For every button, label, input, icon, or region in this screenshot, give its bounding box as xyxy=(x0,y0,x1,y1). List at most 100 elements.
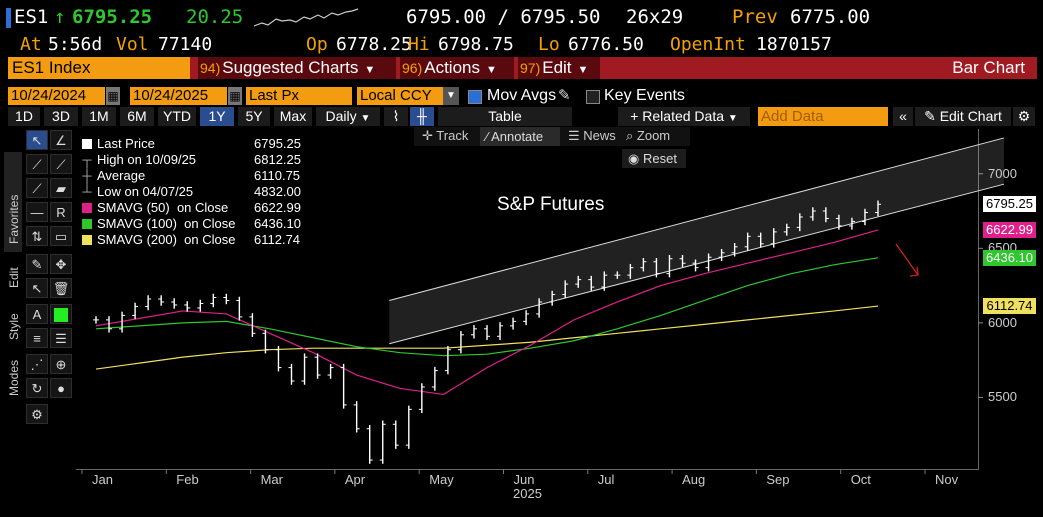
month-label: Jul xyxy=(597,472,615,487)
color-swatch-icon[interactable] xyxy=(50,304,72,324)
legend-average[interactable]: ┼ Average xyxy=(82,168,145,183)
trendline-icon[interactable]: ⟋ xyxy=(26,154,48,174)
range-max[interactable]: Max xyxy=(274,107,312,126)
chart-title: S&P Futures xyxy=(497,194,605,215)
rectangle-icon[interactable]: ▭ xyxy=(50,226,72,246)
track-button[interactable]: ✛ Track xyxy=(422,128,468,144)
legend-last-price[interactable]: Last Price xyxy=(82,136,155,151)
dotted-line-icon[interactable]: ⋰ xyxy=(26,354,48,374)
last-price: 6795.25 xyxy=(72,6,153,28)
bar-chart-icon[interactable]: ╫ xyxy=(410,107,434,126)
trend-channel xyxy=(389,137,1005,345)
mov-avgs-checkbox[interactable] xyxy=(468,90,482,104)
annotate-button[interactable]: ∕ Annotate xyxy=(480,127,560,146)
legend-sma200[interactable]: SMAVG (200) on Close xyxy=(82,232,235,247)
legend-sma100[interactable]: SMAVG (100) on Close xyxy=(82,216,235,231)
magnifier-icon: ⌕ xyxy=(626,128,634,143)
start-date-field[interactable]: 10/24/2024 xyxy=(8,87,105,105)
legend-swatch xyxy=(82,235,92,245)
legend-low[interactable]: ┴ Low on 04/07/25 xyxy=(82,184,193,199)
price-field-select[interactable]: Last Px xyxy=(246,87,352,105)
edit-chart-button[interactable]: ✎ Edit Chart xyxy=(915,107,1011,126)
caret-down-icon: ▼ xyxy=(364,64,376,76)
suggested-charts-menu[interactable]: 94) Suggested Charts ▼ xyxy=(198,57,396,79)
line-chart-icon[interactable]: ⌇ xyxy=(384,107,408,126)
settings-gear-icon[interactable]: ⚙ xyxy=(1013,107,1035,126)
mov-avgs-label: Mov Avgs xyxy=(487,87,557,104)
trash-icon[interactable]: 🗑 xyxy=(50,278,72,298)
reset-button[interactable]: ◉ Reset xyxy=(622,149,686,168)
zoom-button[interactable]: ⌕ Zoom xyxy=(626,128,670,144)
select-icon[interactable]: ↖ xyxy=(26,278,48,298)
month-label: Mar xyxy=(260,472,283,487)
pointer-icon[interactable]: ↖ xyxy=(26,130,48,150)
legend-label: Average xyxy=(97,168,146,183)
pencil-icon[interactable]: ✎ xyxy=(558,87,571,104)
actions-menu[interactable]: 96) Actions ▼ xyxy=(400,57,514,79)
line-style-icon[interactable]: ☰ xyxy=(50,328,72,348)
line-draw-icon[interactable]: ∠ xyxy=(50,130,72,150)
segment-icon[interactable]: ⟋ xyxy=(26,178,48,198)
news-button[interactable]: ☰ News xyxy=(568,128,616,144)
fib-icon[interactable]: ⇅ xyxy=(26,226,48,246)
brush-icon[interactable]: ✎ xyxy=(26,254,48,274)
cycle-icon[interactable]: ↻ xyxy=(26,378,48,398)
range-1m[interactable]: 1M xyxy=(82,107,116,126)
favorites-tab[interactable] xyxy=(4,152,22,252)
text-style-icon[interactable]: A xyxy=(26,304,48,324)
gear-icon[interactable]: ⚙ xyxy=(26,404,48,424)
currency-dropdown-icon[interactable]: ▼ xyxy=(443,87,459,105)
range-ytd[interactable]: YTD xyxy=(158,107,196,126)
move-icon[interactable]: ✥ xyxy=(50,254,72,274)
range-6m[interactable]: 6M xyxy=(120,107,154,126)
horizontal-line-icon[interactable]: — xyxy=(26,202,48,222)
palette-icon[interactable]: ● xyxy=(50,378,72,398)
last-time: 5:56d xyxy=(48,34,103,55)
double-chevron-left-icon[interactable]: « xyxy=(893,107,913,126)
range-1d[interactable]: 1D xyxy=(8,107,40,126)
chart-type-title: Bar Chart xyxy=(952,58,1025,77)
ticker[interactable]: ES1 xyxy=(14,6,49,28)
track-label: Track xyxy=(436,128,469,143)
legend-sma50[interactable]: SMAVG (50) on Close xyxy=(82,200,228,215)
legend-label: SMAVG (100) on Close xyxy=(97,216,236,231)
key-events-checkbox[interactable] xyxy=(586,90,600,104)
line-weight-icon[interactable]: ≡ xyxy=(26,328,48,348)
menu-label: Suggested Charts xyxy=(222,58,359,77)
chart-frame xyxy=(76,129,979,470)
legend-value: 6110.75 xyxy=(254,168,301,183)
edit-label: Edit xyxy=(7,267,21,288)
y-axis-ticks xyxy=(978,173,983,398)
channel-icon[interactable]: ▰ xyxy=(50,178,72,198)
favorites-label: Favorites xyxy=(7,194,21,244)
range-3d[interactable]: 3D xyxy=(44,107,78,126)
legend-label: SMAVG (50) on Close xyxy=(97,200,229,215)
open-value: 6778.25 xyxy=(336,34,412,55)
menu-number: 97) xyxy=(520,60,541,76)
calendar-icon[interactable]: ▦ xyxy=(228,87,242,105)
range-5y[interactable]: 5Y xyxy=(238,107,270,126)
table-button[interactable]: Table xyxy=(438,107,572,126)
vol-label: Vol xyxy=(116,34,149,55)
crosshair-icon: ✛ xyxy=(422,128,433,143)
security-field[interactable]: ES1 Index xyxy=(8,57,190,79)
snap-icon[interactable]: ⊕ xyxy=(50,354,72,374)
related-data-menu[interactable]: + Related Data ▼ xyxy=(618,107,750,126)
ray-icon[interactable]: ⟋ xyxy=(50,154,72,174)
period-select[interactable]: Daily ▼ xyxy=(316,107,380,126)
retracement-icon[interactable]: R xyxy=(50,202,72,222)
month-label: May xyxy=(429,472,454,487)
currency-select[interactable]: Local CCY xyxy=(357,87,443,105)
legend-high[interactable]: ┬ High on 10/09/25 xyxy=(82,152,196,167)
calendar-icon[interactable]: ▦ xyxy=(106,87,120,105)
legend-value: 4832.00 xyxy=(254,184,301,199)
add-data-input[interactable]: Add Data xyxy=(758,107,888,126)
edit-menu[interactable]: 97) Edit ▼ xyxy=(518,57,600,79)
end-date-field[interactable]: 10/24/2025 xyxy=(130,87,227,105)
channel-upper-line xyxy=(389,137,1005,301)
news-icon: ☰ xyxy=(568,128,580,143)
menu-label: Edit xyxy=(542,58,572,77)
sma200-line xyxy=(95,305,879,370)
range-1y[interactable]: 1Y xyxy=(200,107,234,126)
